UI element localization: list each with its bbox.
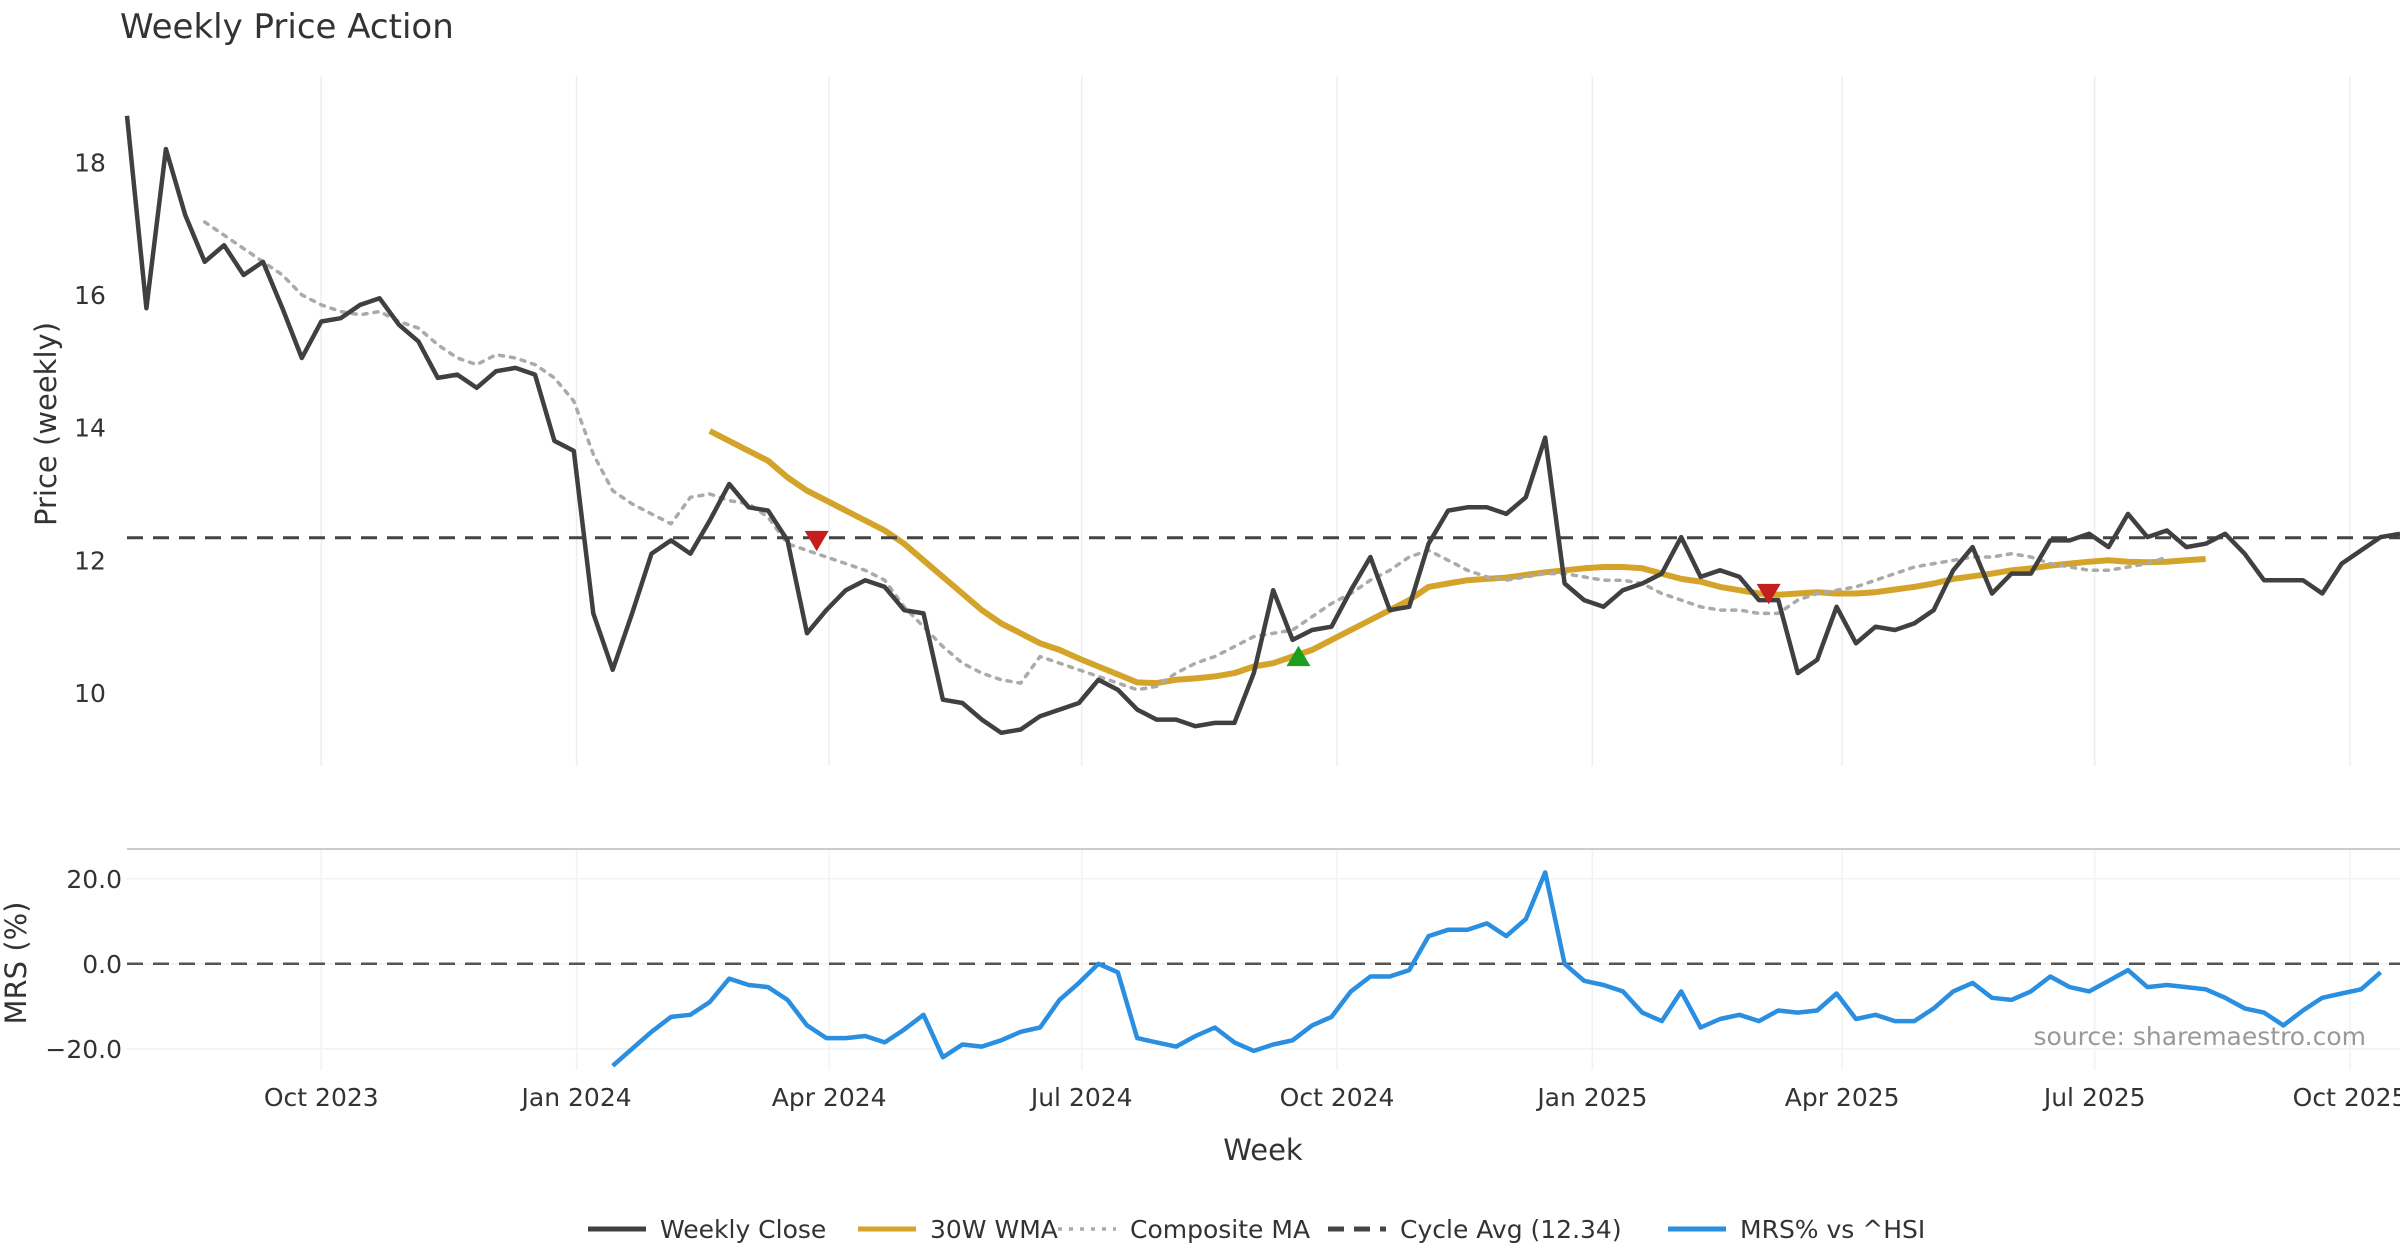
sell-marker-1 — [804, 530, 829, 552]
legend-label-composite-ma: Composite MA — [1130, 1215, 1310, 1244]
top-y-tick-10: 10 — [74, 679, 106, 708]
x-tick-label-oct-2025: Oct 2025 — [2293, 1083, 2400, 1112]
top-panel-series — [124, 115, 2400, 736]
x-tick-label-apr-2025: Apr 2025 — [1785, 1083, 1900, 1112]
x-tick-label-jan-2024: Jan 2024 — [520, 1083, 632, 1112]
bottom-y-axis-label: MRS (%) — [0, 902, 33, 1025]
buy-marker-2 — [1286, 645, 1311, 667]
bottom-panel-series — [611, 870, 2383, 1068]
legend: Weekly Close 30W WMA Composite MA Cycle Avg… — [588, 1215, 1925, 1244]
top-y-tick-12: 12 — [74, 546, 106, 575]
legend-label-cycle-avg-12-34: Cycle Avg (12.34) — [1400, 1215, 1622, 1244]
x-tick-label-oct-2024: Oct 2024 — [1280, 1083, 1395, 1112]
series-30w-wma — [708, 428, 2206, 687]
top-y-tick-16: 16 — [74, 281, 106, 310]
top-vertical-gridlines — [320, 76, 2351, 766]
x-tick-label-jul-2025: Jul 2025 — [2042, 1083, 2146, 1112]
x-tick-label-jan-2025: Jan 2025 — [1535, 1083, 1647, 1112]
signal-markers — [804, 530, 1781, 667]
top-y-tick-14: 14 — [74, 414, 106, 443]
legend-label-30w-wma: 30W WMA — [930, 1215, 1058, 1244]
top-y-axis: 10 12 14 16 18 — [74, 148, 106, 708]
sell-marker-3 — [1756, 583, 1781, 605]
x-tick-label-jul-2024: Jul 2024 — [1029, 1083, 1133, 1112]
series-mrs-vs-hsi — [611, 870, 2383, 1068]
series-weekly-close — [124, 115, 2400, 736]
x-tick-label-apr-2024: Apr 2024 — [772, 1083, 887, 1112]
legend-label-weekly-close: Weekly Close — [660, 1215, 826, 1244]
top-y-tick-18: 18 — [74, 148, 106, 177]
x-tick-label-oct-2023: Oct 2023 — [264, 1083, 379, 1112]
legend-label-mrs-vs-hsi: MRS% vs ^HSI — [1740, 1215, 1925, 1244]
x-axis-label: Week — [1223, 1133, 1303, 1167]
source-note: source: sharemaestro.com — [2034, 1022, 2367, 1051]
series-composite-ma — [202, 220, 2169, 692]
bottom-vertical-gridlines — [320, 849, 2351, 1070]
x-axis: Oct 2023 Jan 2024 Apr 2024 Jul 2024 Oct 2024… — [264, 1083, 2400, 1112]
top-y-axis-label: Price (weekly) — [29, 322, 63, 526]
bottom-y-tick-20-0: −20.0 — [45, 1035, 122, 1064]
bottom-y-tick-0-0: 0.0 — [82, 950, 122, 979]
chart-title: Weekly Price Action — [120, 7, 454, 47]
bottom-y-tick-20-0: 20.0 — [66, 865, 122, 894]
